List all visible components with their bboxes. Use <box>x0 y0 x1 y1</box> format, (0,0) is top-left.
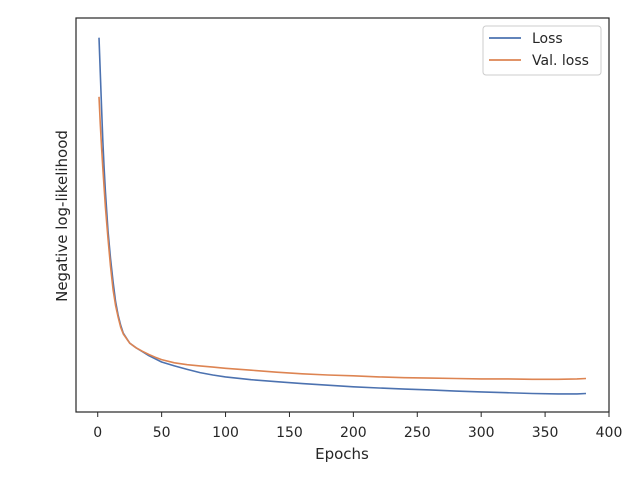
series-layer <box>98 37 587 395</box>
x-tick-label-100: 100 <box>212 425 239 441</box>
x-tick-label-350: 350 <box>532 425 559 441</box>
x-tick-label-150: 150 <box>276 425 303 441</box>
x-axis-label: Epochs <box>315 445 369 463</box>
plot-frame <box>75 17 610 413</box>
series-line-val-loss <box>98 96 587 381</box>
legend-label-loss: Loss <box>532 31 563 47</box>
legend: Loss Val. loss <box>482 25 602 76</box>
x-tick-label-200: 200 <box>340 425 367 441</box>
x-tick-label-0: 0 <box>93 425 102 441</box>
x-tick-label-250: 250 <box>404 425 431 441</box>
y-axis-label: Negative log-likelihood <box>53 130 71 302</box>
legend-label-val-loss: Val. loss <box>532 53 589 69</box>
x-tick-label-400: 400 <box>596 425 623 441</box>
x-axis-ticks: 0 50 100 150 200 250 300 350 400 <box>93 412 622 441</box>
x-tick-label-50: 50 <box>153 425 171 441</box>
x-tick-label-300: 300 <box>468 425 495 441</box>
